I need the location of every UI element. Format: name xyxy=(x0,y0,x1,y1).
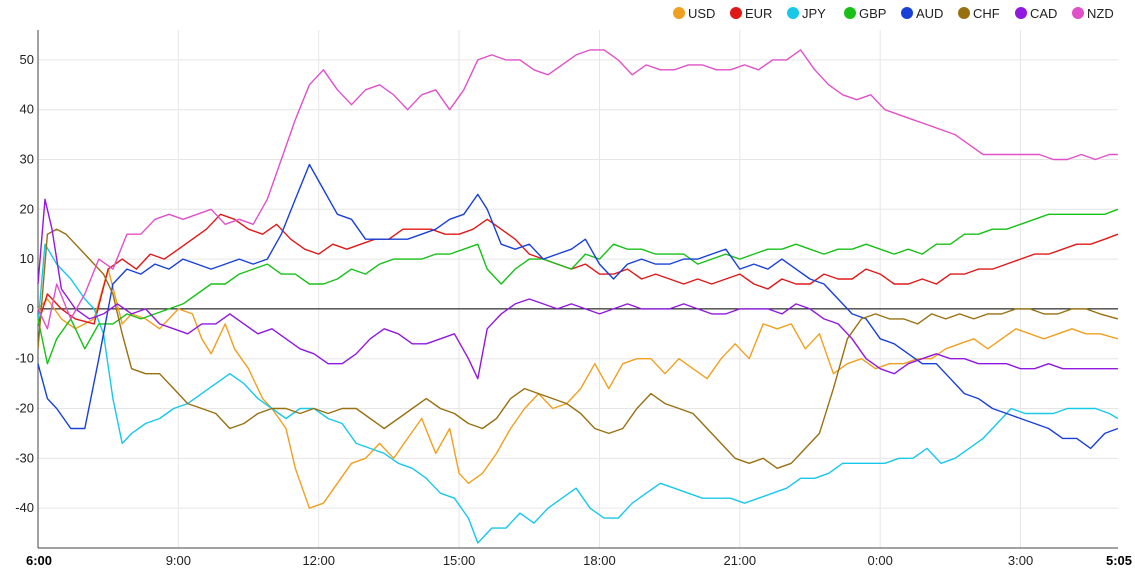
legend-item-aud[interactable]: AUD xyxy=(901,6,943,21)
legend-item-cad[interactable]: CAD xyxy=(1015,6,1057,21)
x-tick-label: 12:00 xyxy=(302,553,335,568)
legend-item-nzd[interactable]: NZD xyxy=(1072,6,1114,21)
legend-item-gbp[interactable]: GBP xyxy=(844,6,886,21)
legend-marker xyxy=(673,7,685,19)
x-tick-label: 21:00 xyxy=(724,553,757,568)
x-tick-label: 9:00 xyxy=(166,553,191,568)
legend-marker xyxy=(787,7,799,19)
y-tick-label: 30 xyxy=(20,152,34,167)
series-line-aud xyxy=(37,163,1119,450)
legend-label: CHF xyxy=(973,6,1000,21)
legend-marker xyxy=(1072,7,1084,19)
legend-item-eur[interactable]: EUR xyxy=(730,6,772,21)
series-layer xyxy=(37,49,1119,544)
grid xyxy=(38,30,1118,548)
legend-label: NZD xyxy=(1087,6,1114,21)
legend-item-usd[interactable]: USD xyxy=(673,6,715,21)
legend-label: GBP xyxy=(859,6,886,21)
series-line-cad xyxy=(37,198,1118,380)
y-tick-label: 40 xyxy=(20,102,34,117)
legend-marker xyxy=(730,7,742,19)
legend-marker xyxy=(844,7,856,19)
y-tick-label: -10 xyxy=(15,351,34,366)
y-tick-label: -30 xyxy=(15,450,34,465)
x-tick-label: 0:00 xyxy=(868,553,893,568)
x-tick-label: 3:00 xyxy=(1008,553,1033,568)
series-line-gbp xyxy=(37,208,1119,365)
legend-item-jpy[interactable]: JPY xyxy=(787,6,826,21)
legend-label: JPY xyxy=(802,6,826,21)
legend-label: CAD xyxy=(1030,6,1057,21)
y-tick-label: 50 xyxy=(20,52,34,67)
x-tick-label: 15:00 xyxy=(443,553,476,568)
x-tick-label: 18:00 xyxy=(583,553,616,568)
legend-marker xyxy=(958,7,970,19)
legend-label: USD xyxy=(688,6,715,21)
legend-item-chf[interactable]: CHF xyxy=(958,6,1000,21)
y-tick-label: 20 xyxy=(20,201,34,216)
y-axis: 50 40 30 20 10 0 -10 -20 -30 -40 xyxy=(15,30,39,548)
legend-label: EUR xyxy=(745,6,772,21)
legend-marker xyxy=(1015,7,1027,19)
legend-label: AUD xyxy=(916,6,943,21)
series-line-usd xyxy=(37,268,1119,509)
legend[interactable]: USD EUR JPY GBP AUD CHF CAD NZD xyxy=(673,6,1114,21)
x-axis: 6:00 9:00 12:00 15:00 18:00 21:00 0:00 3:00 5:05 xyxy=(26,547,1132,568)
series-line-jpy xyxy=(37,243,1119,544)
legend-marker xyxy=(901,7,913,19)
y-tick-label: 10 xyxy=(20,251,34,266)
x-tick-label: 6:00 xyxy=(26,553,52,568)
y-tick-label: 0 xyxy=(27,301,34,316)
series-line-nzd xyxy=(37,49,1118,330)
series-line-chf xyxy=(37,228,1119,469)
y-tick-label: -20 xyxy=(15,401,34,416)
x-tick-label: 5:05 xyxy=(1106,553,1132,568)
y-tick-label: -40 xyxy=(15,500,34,515)
series-line-eur xyxy=(37,213,1119,325)
